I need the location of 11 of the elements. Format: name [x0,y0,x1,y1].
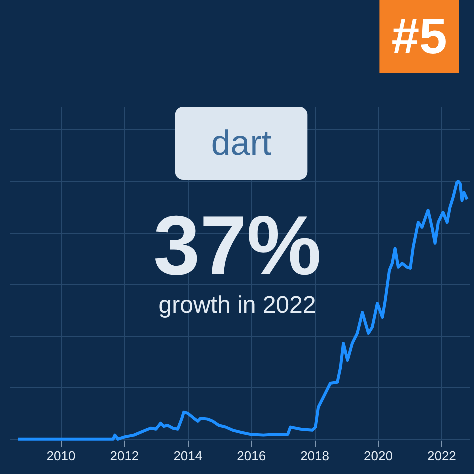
x-tick-label: 2014 [174,448,203,464]
x-tick-label: 2012 [110,448,140,464]
x-tick-label: 2010 [46,448,76,464]
x-tick-label: 2020 [364,448,393,464]
x-tick-label: 2016 [237,448,266,464]
annotation: 37% [153,198,322,292]
annotation: growth in 2022 [158,292,316,319]
text: #5 [392,8,448,64]
chart-title: dart [211,124,272,163]
x-tick-label: 2022 [427,448,456,464]
x-tick-label: 2018 [300,448,330,464]
